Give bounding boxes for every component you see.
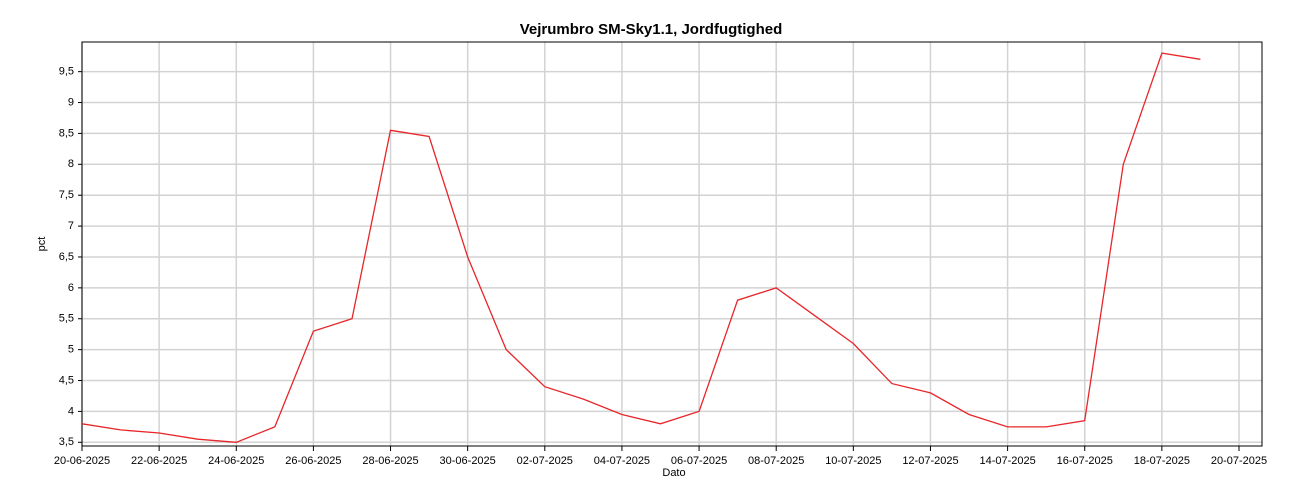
x-tick-label: 26-06-2025 <box>285 455 341 467</box>
x-tick-label: 20-06-2025 <box>54 455 110 467</box>
x-tick-label: 10-07-2025 <box>825 455 881 467</box>
y-tick-label: 5,5 <box>59 313 74 325</box>
y-tick-label: 6,5 <box>59 251 74 263</box>
y-tick-label: 9,5 <box>59 66 74 78</box>
x-tick-label: 20-07-2025 <box>1211 455 1267 467</box>
y-tick-label: 7 <box>68 220 74 232</box>
y-tick-label: 8 <box>68 158 74 170</box>
x-tick-label: 22-06-2025 <box>131 455 187 467</box>
chart-title: Vejrumbro SM-Sky1.1, Jordfugtighed <box>520 21 783 38</box>
y-tick-label: 4,5 <box>59 374 74 386</box>
y-axis-label: pct <box>36 237 48 252</box>
x-tick-label: 14-07-2025 <box>979 455 1035 467</box>
x-tick-label: 28-06-2025 <box>362 455 418 467</box>
x-axis-label: Dato <box>662 467 685 479</box>
x-tick-label: 16-07-2025 <box>1057 455 1113 467</box>
x-tick-label: 08-07-2025 <box>748 455 804 467</box>
data-line <box>81 52 1201 443</box>
x-tick-label: 24-06-2025 <box>208 455 264 467</box>
x-tick-label: 18-07-2025 <box>1134 455 1190 467</box>
x-tick-label: 02-07-2025 <box>517 455 573 467</box>
y-tick-label: 5 <box>68 344 74 356</box>
y-tick-label: 4 <box>68 405 74 417</box>
y-tick-label: 9 <box>68 96 74 108</box>
x-tick-label: 04-07-2025 <box>594 455 650 467</box>
x-tick-label: 12-07-2025 <box>902 455 958 467</box>
x-tick-label: 06-07-2025 <box>671 455 727 467</box>
y-tick-label: 3,5 <box>59 436 74 448</box>
plot-frame <box>81 41 1263 447</box>
y-tick-label: 6 <box>68 282 74 294</box>
x-tick-label: 30-06-2025 <box>440 455 496 467</box>
y-tick-label: 8,5 <box>59 127 74 139</box>
y-tick-label: 7,5 <box>59 189 74 201</box>
